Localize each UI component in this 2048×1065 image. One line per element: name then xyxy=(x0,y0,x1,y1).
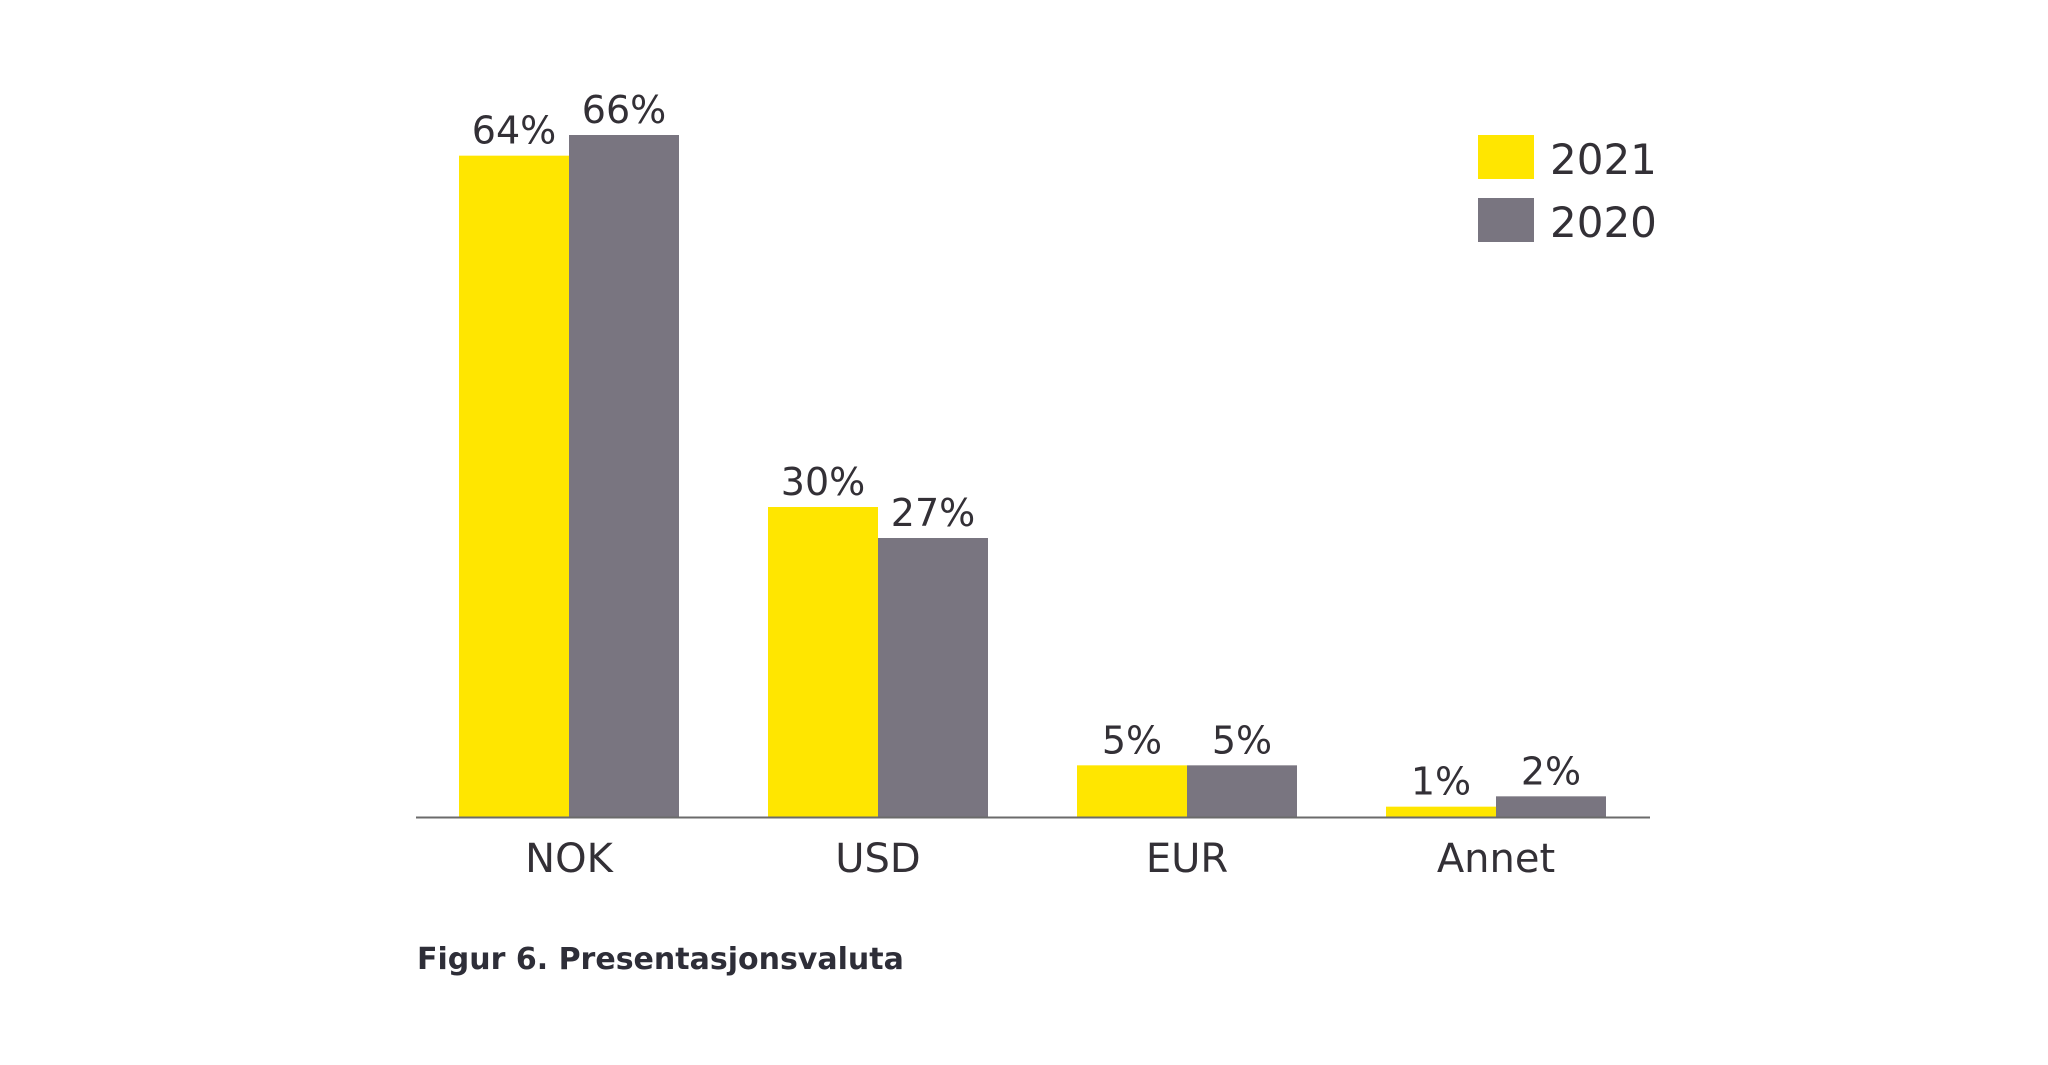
category-label-nok: NOK xyxy=(525,836,614,882)
value-label-eur-2020: 5% xyxy=(1212,718,1272,762)
value-labels-group: 64% 66% 30% 27% 5% 5% 1% 2% xyxy=(472,88,1581,804)
bar-eur-2021 xyxy=(1077,765,1187,817)
category-label-eur: EUR xyxy=(1146,836,1228,882)
value-label-nok-2020: 66% xyxy=(582,88,666,132)
bar-nok-2020 xyxy=(569,135,679,817)
value-label-annet-2021: 1% xyxy=(1411,760,1471,804)
legend-label-2021: 2021 xyxy=(1550,135,1657,184)
figure-caption: Figur 6. Presentasjonsvaluta xyxy=(417,942,904,977)
value-label-annet-2020: 2% xyxy=(1521,749,1581,793)
category-label-usd: USD xyxy=(835,836,920,882)
value-label-usd-2020: 27% xyxy=(891,491,975,535)
bar-annet-2020 xyxy=(1496,796,1606,817)
bar-annet-2021 xyxy=(1386,806,1496,817)
legend-label-2020: 2020 xyxy=(1550,198,1657,247)
bar-nok-2021 xyxy=(459,155,569,817)
value-label-eur-2021: 5% xyxy=(1102,718,1162,762)
bar-usd-2021 xyxy=(768,507,878,817)
value-label-nok-2021: 64% xyxy=(472,109,556,153)
legend: 2021 2020 xyxy=(1478,135,1657,247)
category-labels-group: NOK USD EUR Annet xyxy=(525,836,1555,882)
bars-group xyxy=(459,135,1606,817)
category-label-annet: Annet xyxy=(1437,836,1555,882)
legend-swatch-2020 xyxy=(1478,198,1534,242)
legend-swatch-2021 xyxy=(1478,135,1534,179)
bar-usd-2020 xyxy=(878,538,988,817)
value-label-usd-2021: 30% xyxy=(781,460,865,504)
bar-eur-2020 xyxy=(1187,765,1297,817)
